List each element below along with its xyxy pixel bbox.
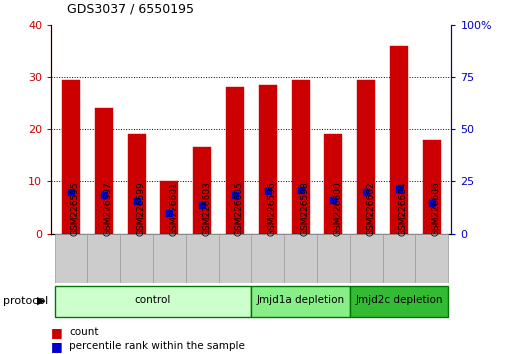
Text: ■: ■ (51, 326, 63, 338)
Text: protocol: protocol (3, 296, 48, 306)
Point (395, 186, 403, 192)
Bar (350, 286, 448, 317)
Text: GSM226600: GSM226600 (333, 181, 342, 236)
Point (165, 210, 173, 216)
Bar (317, 234, 350, 283)
Text: Jmjd2c depletion: Jmjd2c depletion (355, 295, 443, 305)
Point (264, 188, 272, 194)
Text: GSM226605: GSM226605 (235, 181, 244, 236)
Point (198, 202, 206, 208)
Text: GSM226604: GSM226604 (399, 182, 408, 236)
Bar (383, 234, 416, 283)
Point (132, 199, 141, 204)
Bar (350, 234, 383, 283)
Text: percentile rank within the sample: percentile rank within the sample (69, 341, 245, 351)
Text: GSM226596: GSM226596 (268, 181, 277, 236)
Bar (54, 234, 87, 283)
Bar (324, 135, 342, 234)
Point (297, 187, 305, 193)
Point (362, 189, 370, 195)
Bar (128, 135, 146, 234)
Bar (120, 234, 153, 283)
Point (231, 192, 239, 198)
Bar (62, 80, 80, 234)
Bar (357, 80, 375, 234)
Point (329, 198, 338, 203)
Bar (251, 286, 350, 317)
Bar (87, 234, 120, 283)
Text: ▶: ▶ (36, 296, 45, 306)
Point (428, 200, 436, 206)
Text: GSM226599: GSM226599 (136, 181, 146, 236)
Point (100, 192, 108, 198)
Text: count: count (69, 327, 99, 337)
Bar (284, 234, 317, 283)
Text: GSM226602: GSM226602 (366, 182, 375, 236)
Bar (390, 46, 408, 234)
Bar (95, 108, 113, 234)
Bar (193, 148, 211, 234)
Bar (54, 286, 251, 317)
Bar (153, 234, 186, 283)
Text: ■: ■ (51, 340, 63, 353)
Bar (291, 80, 309, 234)
Text: GSM226601: GSM226601 (169, 181, 179, 236)
Text: GSM226606: GSM226606 (432, 181, 441, 236)
Bar (416, 234, 448, 283)
Bar (423, 139, 441, 234)
Text: Jmjd1a depletion: Jmjd1a depletion (256, 295, 345, 305)
Bar (251, 234, 284, 283)
Bar (259, 85, 277, 234)
Text: GDS3037 / 6550195: GDS3037 / 6550195 (67, 3, 194, 16)
Point (67, 189, 75, 195)
Bar (226, 87, 244, 234)
Text: GSM226595: GSM226595 (71, 181, 80, 236)
Text: GSM226603: GSM226603 (202, 181, 211, 236)
Bar (161, 181, 179, 234)
Text: control: control (135, 295, 171, 305)
Bar (186, 234, 219, 283)
Text: GSM226598: GSM226598 (301, 181, 309, 236)
Text: GSM226597: GSM226597 (104, 181, 113, 236)
Bar (219, 234, 251, 283)
